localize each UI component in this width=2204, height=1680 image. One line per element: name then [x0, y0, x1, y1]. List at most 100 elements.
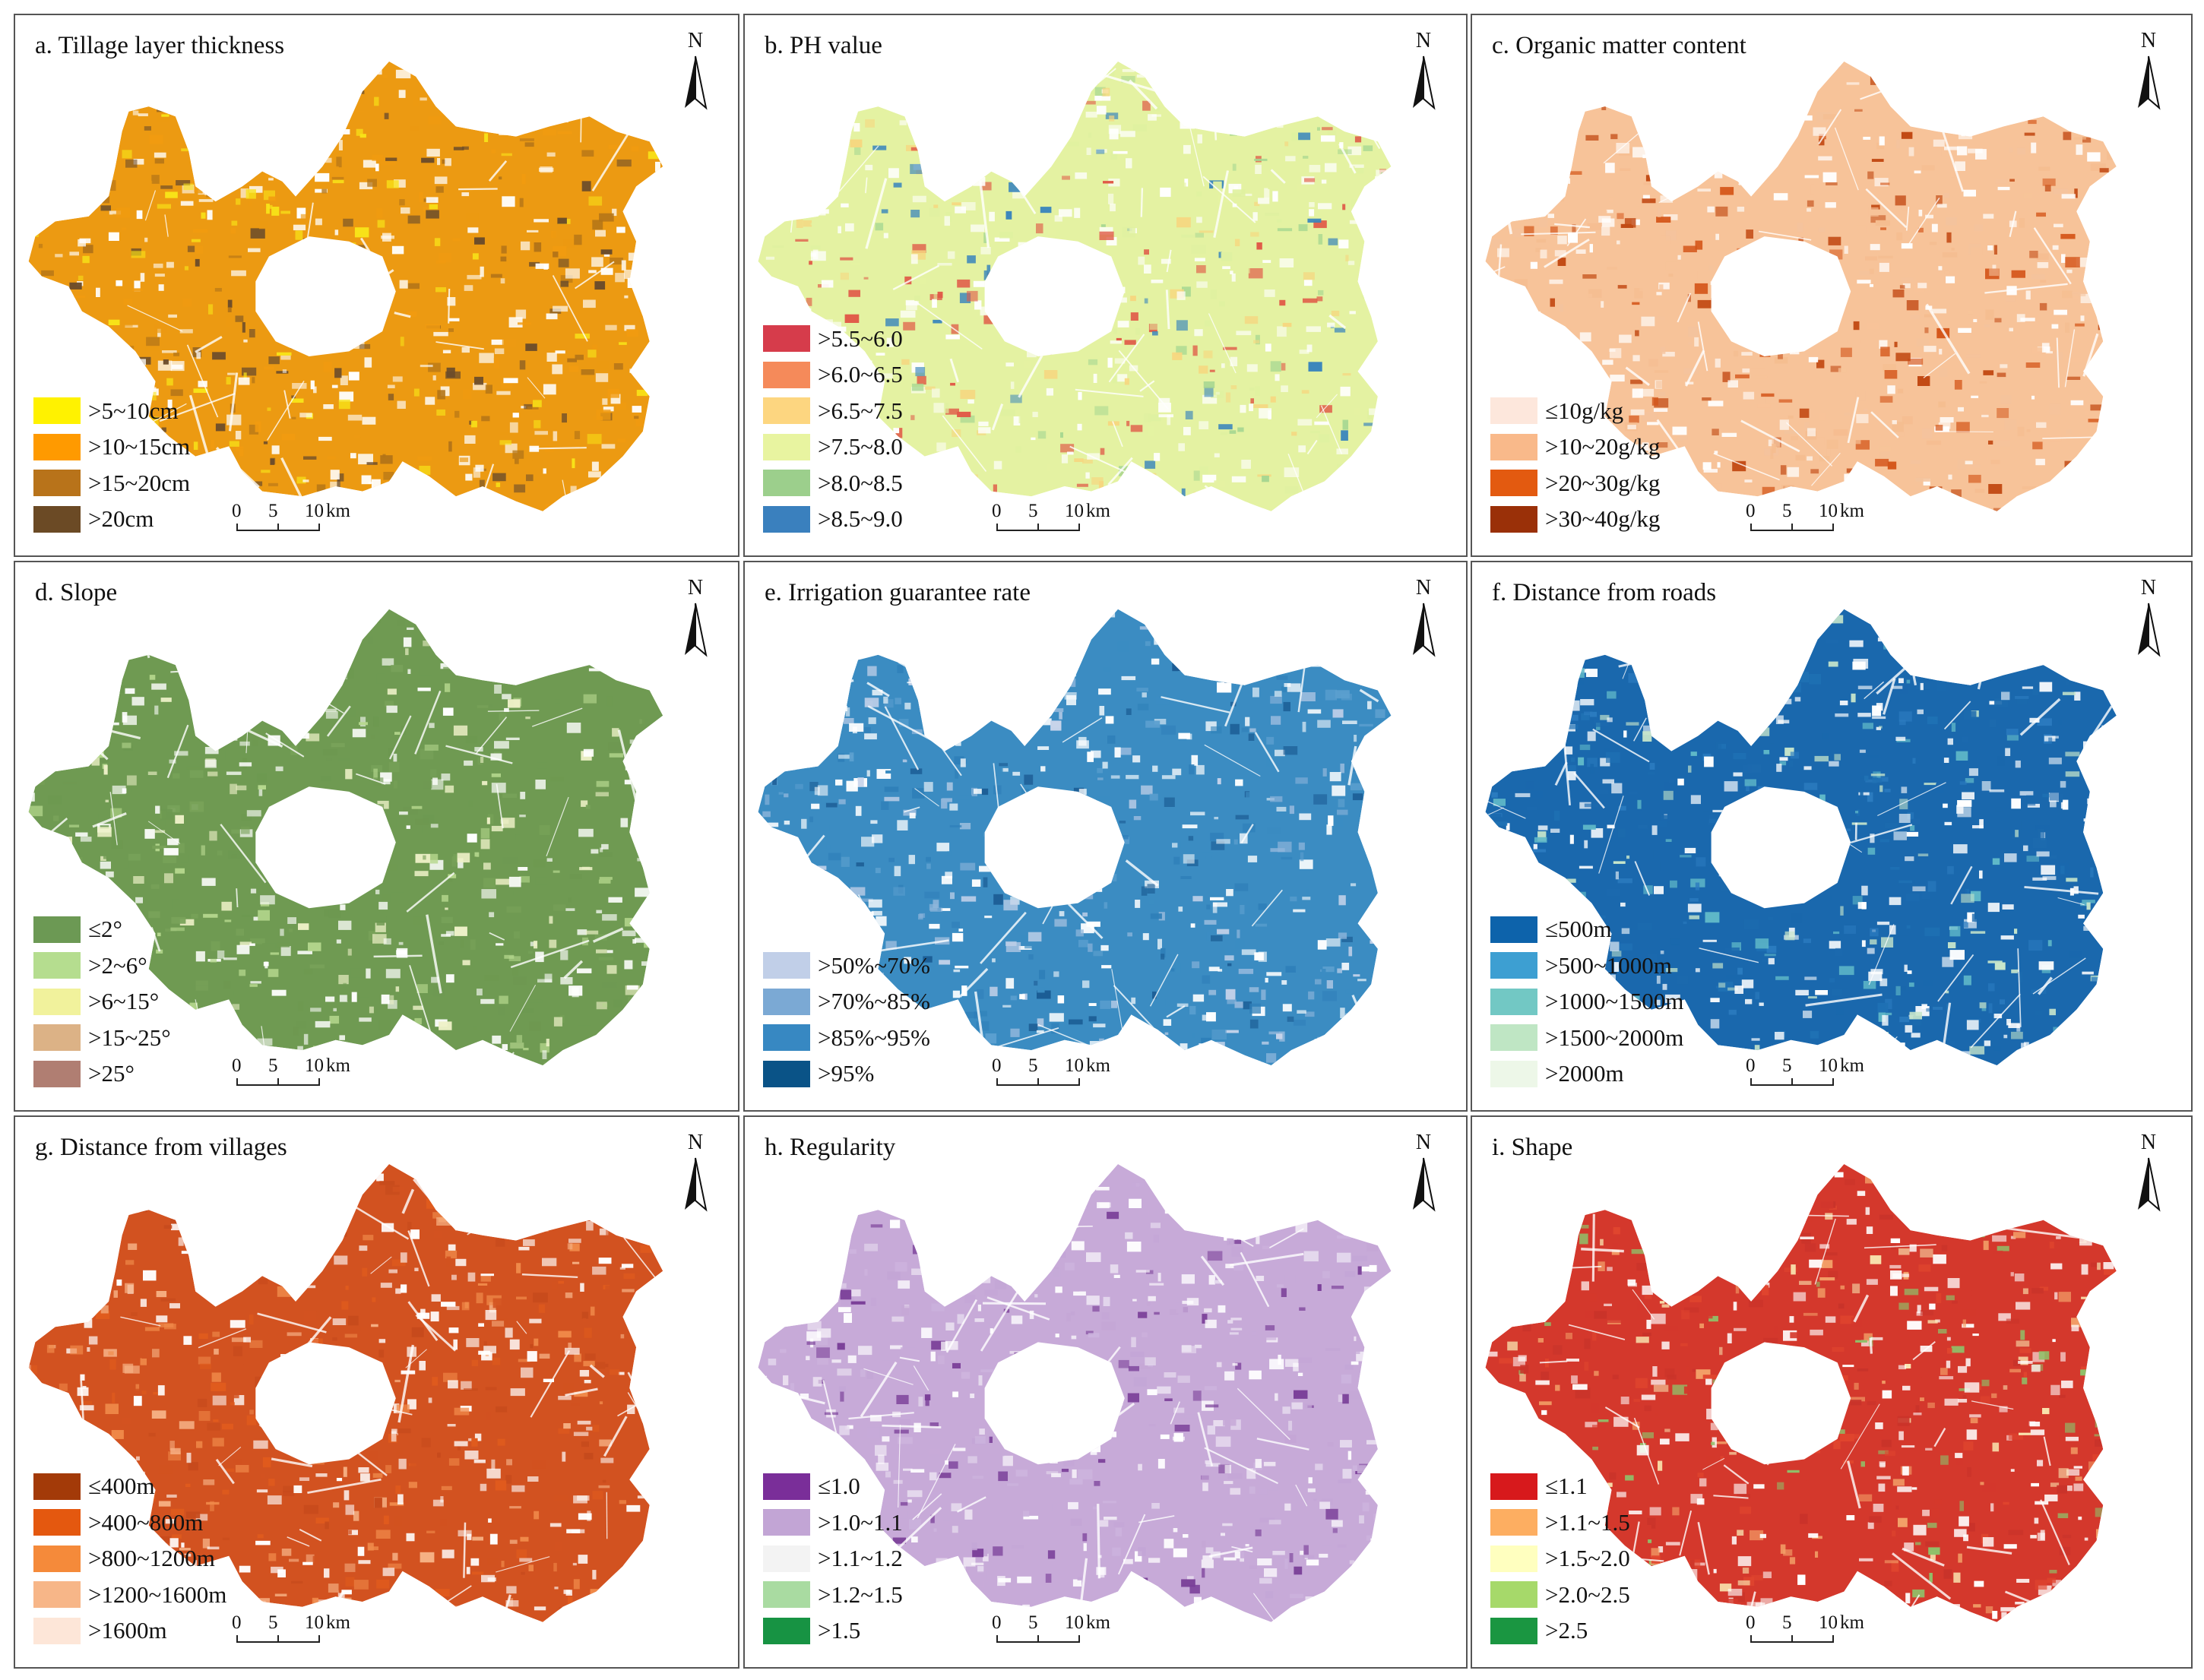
legend-label: >400~800m [88, 1508, 204, 1536]
legend-item: >1.5 [763, 1613, 903, 1650]
legend-item: >20cm [33, 501, 190, 538]
north-label: N [1415, 576, 1432, 600]
legend-swatch [1490, 1024, 1537, 1052]
scale-tick-label: 10 [1819, 1055, 1838, 1076]
scale-bar: 0 5 10 km [992, 1055, 1129, 1101]
legend-label: >8.0~8.5 [818, 469, 903, 496]
scale-bar: 0 5 10 km [232, 501, 369, 546]
scale-tick-label: 0 [232, 1055, 242, 1076]
legend-label: >95% [818, 1060, 875, 1087]
scale-tick-label: 0 [992, 501, 1002, 521]
legend-label: >15~20cm [88, 469, 191, 496]
north-label: N [1415, 29, 1432, 52]
legend-swatch [1490, 1545, 1537, 1572]
north-arrow-icon: N [673, 576, 718, 667]
north-arrow-icon: N [2126, 29, 2171, 120]
legend-item: >2.5 [1490, 1613, 1630, 1650]
legend-item: >500~1000m [1490, 948, 1683, 984]
scale-tick-mark [1791, 1078, 1793, 1086]
scale-tick-mark [1832, 524, 1834, 531]
legend: ≤10g/kg >10~20g/kg >20~30g/kg >30~40g/kg [1490, 393, 1660, 537]
legend-item: >8.0~8.5 [763, 465, 903, 501]
county-map [758, 609, 1392, 1066]
legend-swatch [763, 470, 810, 497]
panel-title: c. Organic matter content [1492, 32, 1746, 59]
legend-item: >400~800m [33, 1504, 226, 1541]
legend-item: >85%~95% [763, 1020, 930, 1056]
scale-tick-mark [1078, 524, 1080, 531]
legend-item: >50%~70% [763, 948, 930, 984]
scale-tick-label: 10 [305, 1612, 324, 1633]
scale-bar: 0 5 10 km [1746, 1055, 1883, 1101]
legend: ≤400m >400~800m >800~1200m >1200~1600m >1600… [33, 1469, 226, 1650]
legend-item: >1.2~1.5 [763, 1577, 903, 1613]
map-panel: g. Distance from villages N ≤400m >400~800m… [14, 1115, 739, 1669]
legend-label: >800~1200m [88, 1545, 215, 1572]
map-panel: c. Organic matter content N ≤10g/kg >10~20g… [1471, 14, 2193, 557]
legend-label: >1200~1600m [88, 1580, 227, 1608]
scale-tick-mark [318, 1635, 320, 1643]
legend: ≤1.0 >1.0~1.1 >1.1~1.2 >1.2~1.5 >1.5 [763, 1469, 903, 1650]
legend-label: >6.0~6.5 [818, 361, 903, 388]
scale-tick-mark [1791, 524, 1793, 531]
scale-tick-label: 0 [232, 1612, 242, 1633]
legend-label: >7.5~8.0 [818, 433, 903, 460]
scale-tick-label: 5 [1028, 1055, 1038, 1076]
county-map [28, 609, 663, 1066]
legend-swatch [763, 325, 810, 353]
scale-tick-label: 5 [268, 1055, 278, 1076]
scale-tick-mark [1078, 1635, 1080, 1643]
scale-tick-mark [1750, 1635, 1752, 1643]
legend-label: ≤400m [88, 1473, 155, 1500]
legend-item: ≤2° [33, 912, 171, 948]
scale-tick-label: 10 [1819, 1612, 1838, 1633]
legend-swatch [33, 1024, 81, 1052]
scale-tick-mark [1791, 1635, 1793, 1643]
scale-tick-mark [277, 1635, 279, 1643]
county-map [1485, 61, 2117, 511]
legend-swatch [1490, 470, 1537, 497]
legend-label: ≤2° [88, 916, 122, 943]
legend-item: >8.5~9.0 [763, 501, 903, 538]
legend-swatch [763, 952, 810, 979]
scale-bar: 0 5 10 km [232, 1612, 369, 1658]
north-label: N [2140, 29, 2157, 52]
legend-swatch [1490, 397, 1537, 425]
legend-item: >30~40g/kg [1490, 501, 1660, 538]
county-map [1485, 609, 2117, 1066]
north-arrow-icon: N [1401, 576, 1446, 667]
legend-item: >1600m [33, 1613, 226, 1650]
scale-tick-mark [236, 1078, 238, 1086]
scale-bar: 0 5 10 km [1746, 1612, 1883, 1658]
legend-swatch [763, 505, 810, 533]
legend-label: >2000m [1545, 1060, 1624, 1087]
map-panel: b. PH value N >5.5~6.0 >6.0~6.5 >6.5~7.5 >7.5… [743, 14, 1468, 557]
north-label: N [1415, 1131, 1432, 1154]
legend-swatch [763, 433, 810, 460]
scale-tick-mark [277, 1078, 279, 1086]
legend-swatch [1490, 1473, 1537, 1500]
panel-title: a. Tillage layer thickness [35, 32, 285, 59]
scale-tick-mark [236, 1635, 238, 1643]
legend-item: >1.0~1.1 [763, 1504, 903, 1541]
legend-item: >5~10cm [33, 393, 190, 429]
legend-item: >10~15cm [33, 429, 190, 466]
legend-swatch [1490, 505, 1537, 533]
legend-swatch [1490, 1509, 1537, 1536]
legend-item: >1200~1600m [33, 1577, 226, 1613]
scale-line [236, 530, 318, 531]
legend: ≤1.1 >1.1~1.5 >1.5~2.0 >2.0~2.5 >2.5 [1490, 1469, 1630, 1650]
scale-unit: km [326, 1055, 350, 1076]
scale-tick-label: 5 [1782, 1612, 1792, 1633]
map-panel: e. Irrigation guarantee rate N >50%~70% >70… [743, 561, 1468, 1112]
legend-swatch [33, 1617, 81, 1644]
legend-label: >1.2~1.5 [818, 1580, 903, 1608]
panel-title: g. Distance from villages [35, 1134, 287, 1161]
legend-item: >10~20g/kg [1490, 429, 1660, 466]
legend-swatch [33, 1473, 81, 1500]
legend-item: >5.5~6.0 [763, 321, 903, 357]
legend: ≤500m >500~1000m >1000~1500m >1500~2000m >20… [1490, 912, 1683, 1093]
map-panel: d. Slope N ≤2° >2~6° >6~15° >15~25° >25° 0 5 10 km [14, 561, 739, 1112]
panel-title: e. Irrigation guarantee rate [765, 579, 1031, 606]
scale-tick-mark [1750, 1078, 1752, 1086]
